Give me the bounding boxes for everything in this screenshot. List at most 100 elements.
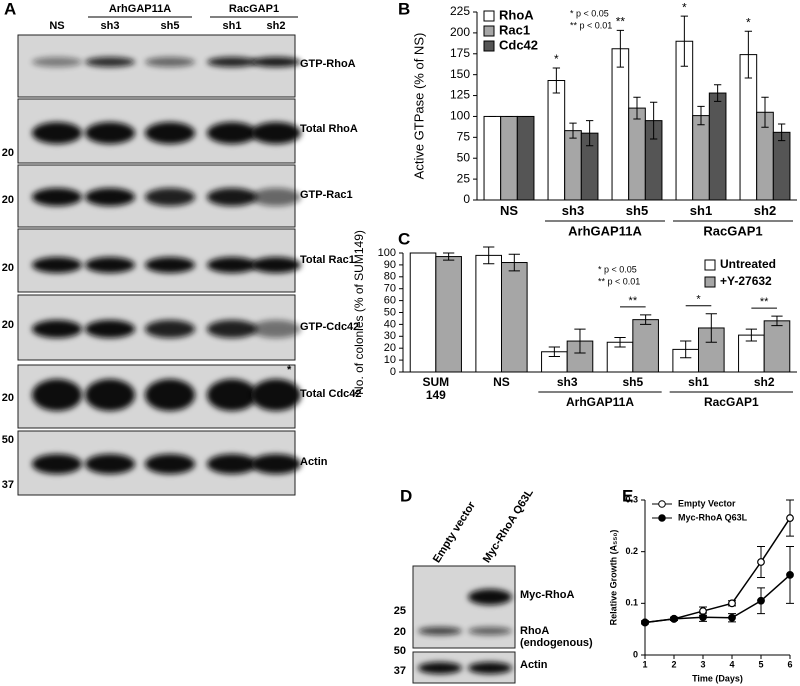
- band: [207, 379, 257, 411]
- x-tick-label: sh1: [688, 376, 709, 389]
- y-tick-label: 20: [384, 342, 396, 354]
- x-tick-label: 1: [642, 659, 647, 669]
- y-tick-label: 30: [384, 330, 396, 342]
- row-label-box: GTP-Cdc42: [300, 322, 360, 333]
- error-bar: [508, 253, 520, 272]
- error-bar: [680, 15, 689, 67]
- band: [207, 188, 257, 206]
- group-label: RacGAP1: [704, 395, 759, 409]
- y-axis-label: No. of colonies (% of SUM149): [352, 230, 366, 395]
- note: ** p < 0.01: [570, 20, 612, 30]
- y-axis-label: Relative Growth (A₅₅₀): [608, 530, 618, 626]
- panel-label: B: [398, 0, 410, 18]
- band: [251, 188, 301, 206]
- note: * p < 0.05: [570, 8, 609, 18]
- note: * p < 0.05: [598, 264, 637, 274]
- legend-swatch: [483, 10, 495, 22]
- band: [251, 257, 301, 273]
- y-tick-label: 0: [463, 192, 470, 206]
- point: [786, 571, 794, 579]
- x-tick-label-box: NS: [499, 204, 519, 218]
- row-label: Total RhoA: [300, 124, 358, 135]
- size-marker: 37: [394, 665, 406, 677]
- error-bar: [574, 328, 586, 354]
- y-tick-label: 0.1: [625, 598, 638, 608]
- lane-label: NS: [49, 20, 64, 32]
- row-note: *: [287, 364, 292, 376]
- point: [699, 613, 707, 622]
- x-tick-label: sh1: [689, 204, 713, 218]
- error-bar: [614, 336, 626, 348]
- legend-marker: [658, 500, 666, 508]
- band: [418, 662, 462, 674]
- point: [786, 514, 794, 522]
- x-tick-label: sh5: [625, 204, 649, 218]
- row-label: GTP-Rac1: [300, 190, 353, 201]
- x-tick-label-box: sh1: [689, 204, 713, 218]
- significance-label: **: [760, 296, 769, 308]
- bar: [772, 131, 791, 201]
- y-tick-label: 25: [457, 171, 471, 185]
- legend-swatch: [704, 276, 716, 288]
- legend-marker: [658, 514, 666, 522]
- y-tick-label: 0.3: [625, 494, 638, 504]
- legend-label: Rac1: [499, 22, 530, 37]
- size-marker: 50: [2, 434, 14, 446]
- y-axis-label: Active GTPase (% of NS): [411, 33, 426, 180]
- band: [418, 627, 462, 635]
- row-label-box: Myc-RhoA: [520, 590, 575, 601]
- band: [145, 57, 195, 67]
- band: [85, 320, 135, 338]
- y-tick-label: 10: [384, 354, 396, 366]
- band: [85, 454, 135, 474]
- error-bar: [705, 313, 717, 343]
- x-tick-label-box: sh2: [754, 376, 775, 388]
- error-bar: [548, 346, 560, 358]
- panel-label: A: [4, 0, 16, 18]
- band: [251, 454, 301, 474]
- bar: [409, 252, 437, 373]
- row-label-box: GTP-Rac1: [300, 190, 353, 201]
- legend-swatch: [483, 40, 495, 52]
- x-tick-label: sh5: [622, 376, 644, 389]
- lane-label: Empty vector: [431, 499, 478, 565]
- bar: [435, 256, 462, 373]
- error-bar: [771, 315, 783, 327]
- row-label: GTP-Cdc42: [300, 322, 360, 333]
- x-tick-label-box: sh1: [688, 376, 709, 389]
- band: [251, 320, 301, 338]
- bar: [547, 80, 566, 201]
- size-marker: 20: [2, 194, 14, 206]
- y-tick-label: 60: [384, 295, 396, 307]
- y-tick-label: 40: [384, 318, 396, 330]
- y-tick-label: 80: [384, 271, 396, 283]
- error-bar: [585, 120, 594, 147]
- error-bar: [713, 84, 722, 102]
- x-tick-label: NS: [499, 204, 519, 218]
- band: [85, 57, 135, 67]
- y-tick-label: 100: [378, 247, 396, 259]
- y-tick-label: 125: [450, 88, 470, 102]
- x-axis-label: Time (Days): [692, 673, 743, 683]
- band: [251, 122, 301, 144]
- row-label-box: RhoA (endogenous): [520, 626, 593, 648]
- lane-label: sh2: [267, 20, 286, 32]
- bar: [611, 48, 630, 201]
- group-label: ArhGAP11A: [566, 395, 634, 409]
- x-tick-label: sh3: [561, 204, 585, 218]
- row-label-box: Actin: [520, 660, 548, 671]
- band: [85, 122, 135, 144]
- band: [32, 257, 82, 273]
- x-tick-label: sh2: [753, 204, 777, 218]
- band: [468, 662, 512, 674]
- band: [207, 320, 257, 338]
- significance-label: **: [616, 15, 626, 29]
- bar: [475, 254, 503, 373]
- band: [145, 379, 195, 411]
- band: [32, 57, 82, 67]
- size-marker: 25: [394, 605, 406, 617]
- row-label: Myc-RhoA: [520, 590, 575, 601]
- lane-label: Myc-RhoA Q63L: [481, 487, 536, 565]
- x-tick-label: sh3: [556, 376, 578, 389]
